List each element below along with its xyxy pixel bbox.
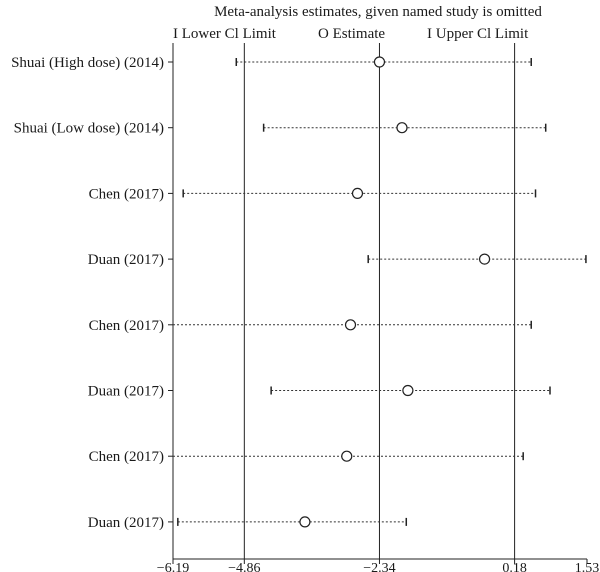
- estimate-marker-0: [373, 56, 386, 68]
- study-label: Duan (2017): [88, 515, 164, 531]
- x-tick-label: −2.34: [363, 561, 395, 572]
- estimate-marker-2: [351, 187, 364, 199]
- legend-estimate: O Estimate: [318, 26, 385, 42]
- plot-area: −6.19 −4.86 −2.34 0.18 1.53 Shuai (High dose)…: [11, 43, 599, 572]
- estimate-marker-7: [299, 516, 311, 528]
- study-label: Chen (2017): [89, 449, 164, 465]
- x-tick-label: −6.19: [157, 561, 189, 572]
- study-label: Chen (2017): [89, 186, 164, 202]
- study-label: Chen (2017): [89, 318, 164, 334]
- legend-lower-limit: I Lower Cl Limit: [173, 26, 277, 42]
- x-tick-label: −4.86: [228, 561, 260, 572]
- study-label: Duan (2017): [88, 384, 164, 400]
- study-label: Duan (2017): [88, 252, 164, 268]
- chart-title: Meta-analysis estimates, given named stu…: [214, 4, 542, 20]
- estimate-marker-6: [341, 450, 353, 462]
- x-tick-label: 1.53: [575, 561, 600, 572]
- x-tick-label: 0.18: [502, 561, 527, 572]
- estimate-marker-4: [344, 319, 357, 331]
- study-label: Shuai (Low dose) (2014): [14, 121, 164, 137]
- study-label: Shuai (High dose) (2014): [11, 55, 164, 71]
- estimate-marker-1: [396, 122, 408, 134]
- legend-upper-limit: I Upper Cl Limit: [427, 26, 529, 42]
- estimate-marker-5: [402, 384, 414, 397]
- estimate-marker-3: [478, 253, 491, 265]
